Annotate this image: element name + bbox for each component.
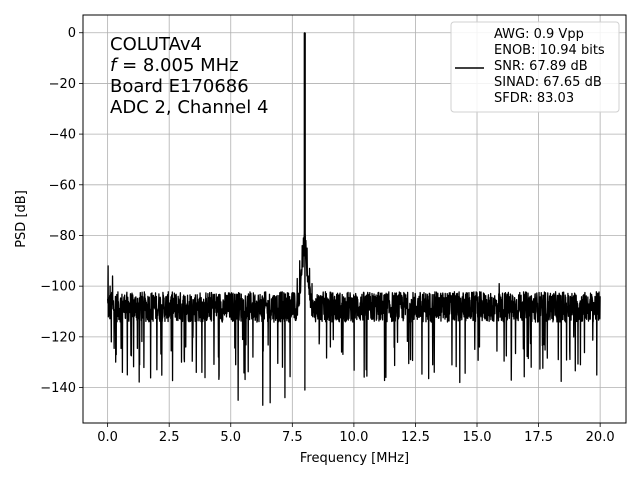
y-tick-label: −100 (40, 280, 76, 295)
y-tick-label: −60 (49, 178, 76, 193)
legend-entry: SNR: 67.89 dB (494, 59, 588, 74)
y-tick-label: −140 (40, 381, 76, 396)
legend-box (450, 21, 620, 113)
y-tick-label: −80 (49, 229, 76, 244)
x-tick-label: 10.0 (339, 430, 368, 445)
x-tick-label: 12.5 (401, 430, 430, 445)
y-axis-label: PSD [dB] (14, 190, 29, 248)
annotation-line: Board E170686 (110, 76, 249, 97)
annotation-text: ADC 2, Channel 4 (110, 97, 268, 118)
plot-area (106, 32, 601, 406)
legend-entry: SFDR: 83.03 (494, 91, 574, 106)
x-tick-label: 5.0 (220, 430, 241, 445)
x-tick-label: 20.0 (586, 430, 615, 445)
psd-series-line (106, 32, 601, 406)
legend-entry: SINAD: 67.65 dB (494, 75, 602, 90)
x-tick-label: 15.0 (463, 430, 492, 445)
annotation-text: Board E170686 (110, 76, 249, 97)
annotation-text: = 8.005 MHz (116, 55, 238, 76)
y-tick-label: −120 (40, 330, 76, 345)
annotation-line: f = 8.005 MHz (110, 55, 239, 76)
annotation-line: ADC 2, Channel 4 (110, 97, 268, 118)
axis-ticks: 0.0 2.5 5.0 7.5 10.0 12.5 15.0 17.5 20.0 0 −20 −40 −… (40, 26, 614, 445)
y-tick-label: −20 (49, 77, 76, 92)
x-axis-label: Frequency [MHz] (300, 451, 409, 466)
y-tick-label: −40 (49, 128, 76, 143)
annotation-text: COLUTAv4 (110, 34, 202, 55)
x-tick-label: 2.5 (159, 430, 180, 445)
x-tick-label: 7.5 (282, 430, 303, 445)
legend-entry: AWG: 0.9 Vpp (494, 27, 584, 42)
legend-entry: ENOB: 10.94 bits (494, 43, 605, 58)
annotation-line: COLUTAv4 (110, 34, 202, 55)
plot-frame (82, 14, 627, 424)
x-tick-label: 0.0 (97, 430, 118, 445)
x-tick-label: 17.5 (524, 430, 553, 445)
y-tick-label: 0 (68, 26, 76, 41)
annotation-italic: f (110, 55, 119, 76)
